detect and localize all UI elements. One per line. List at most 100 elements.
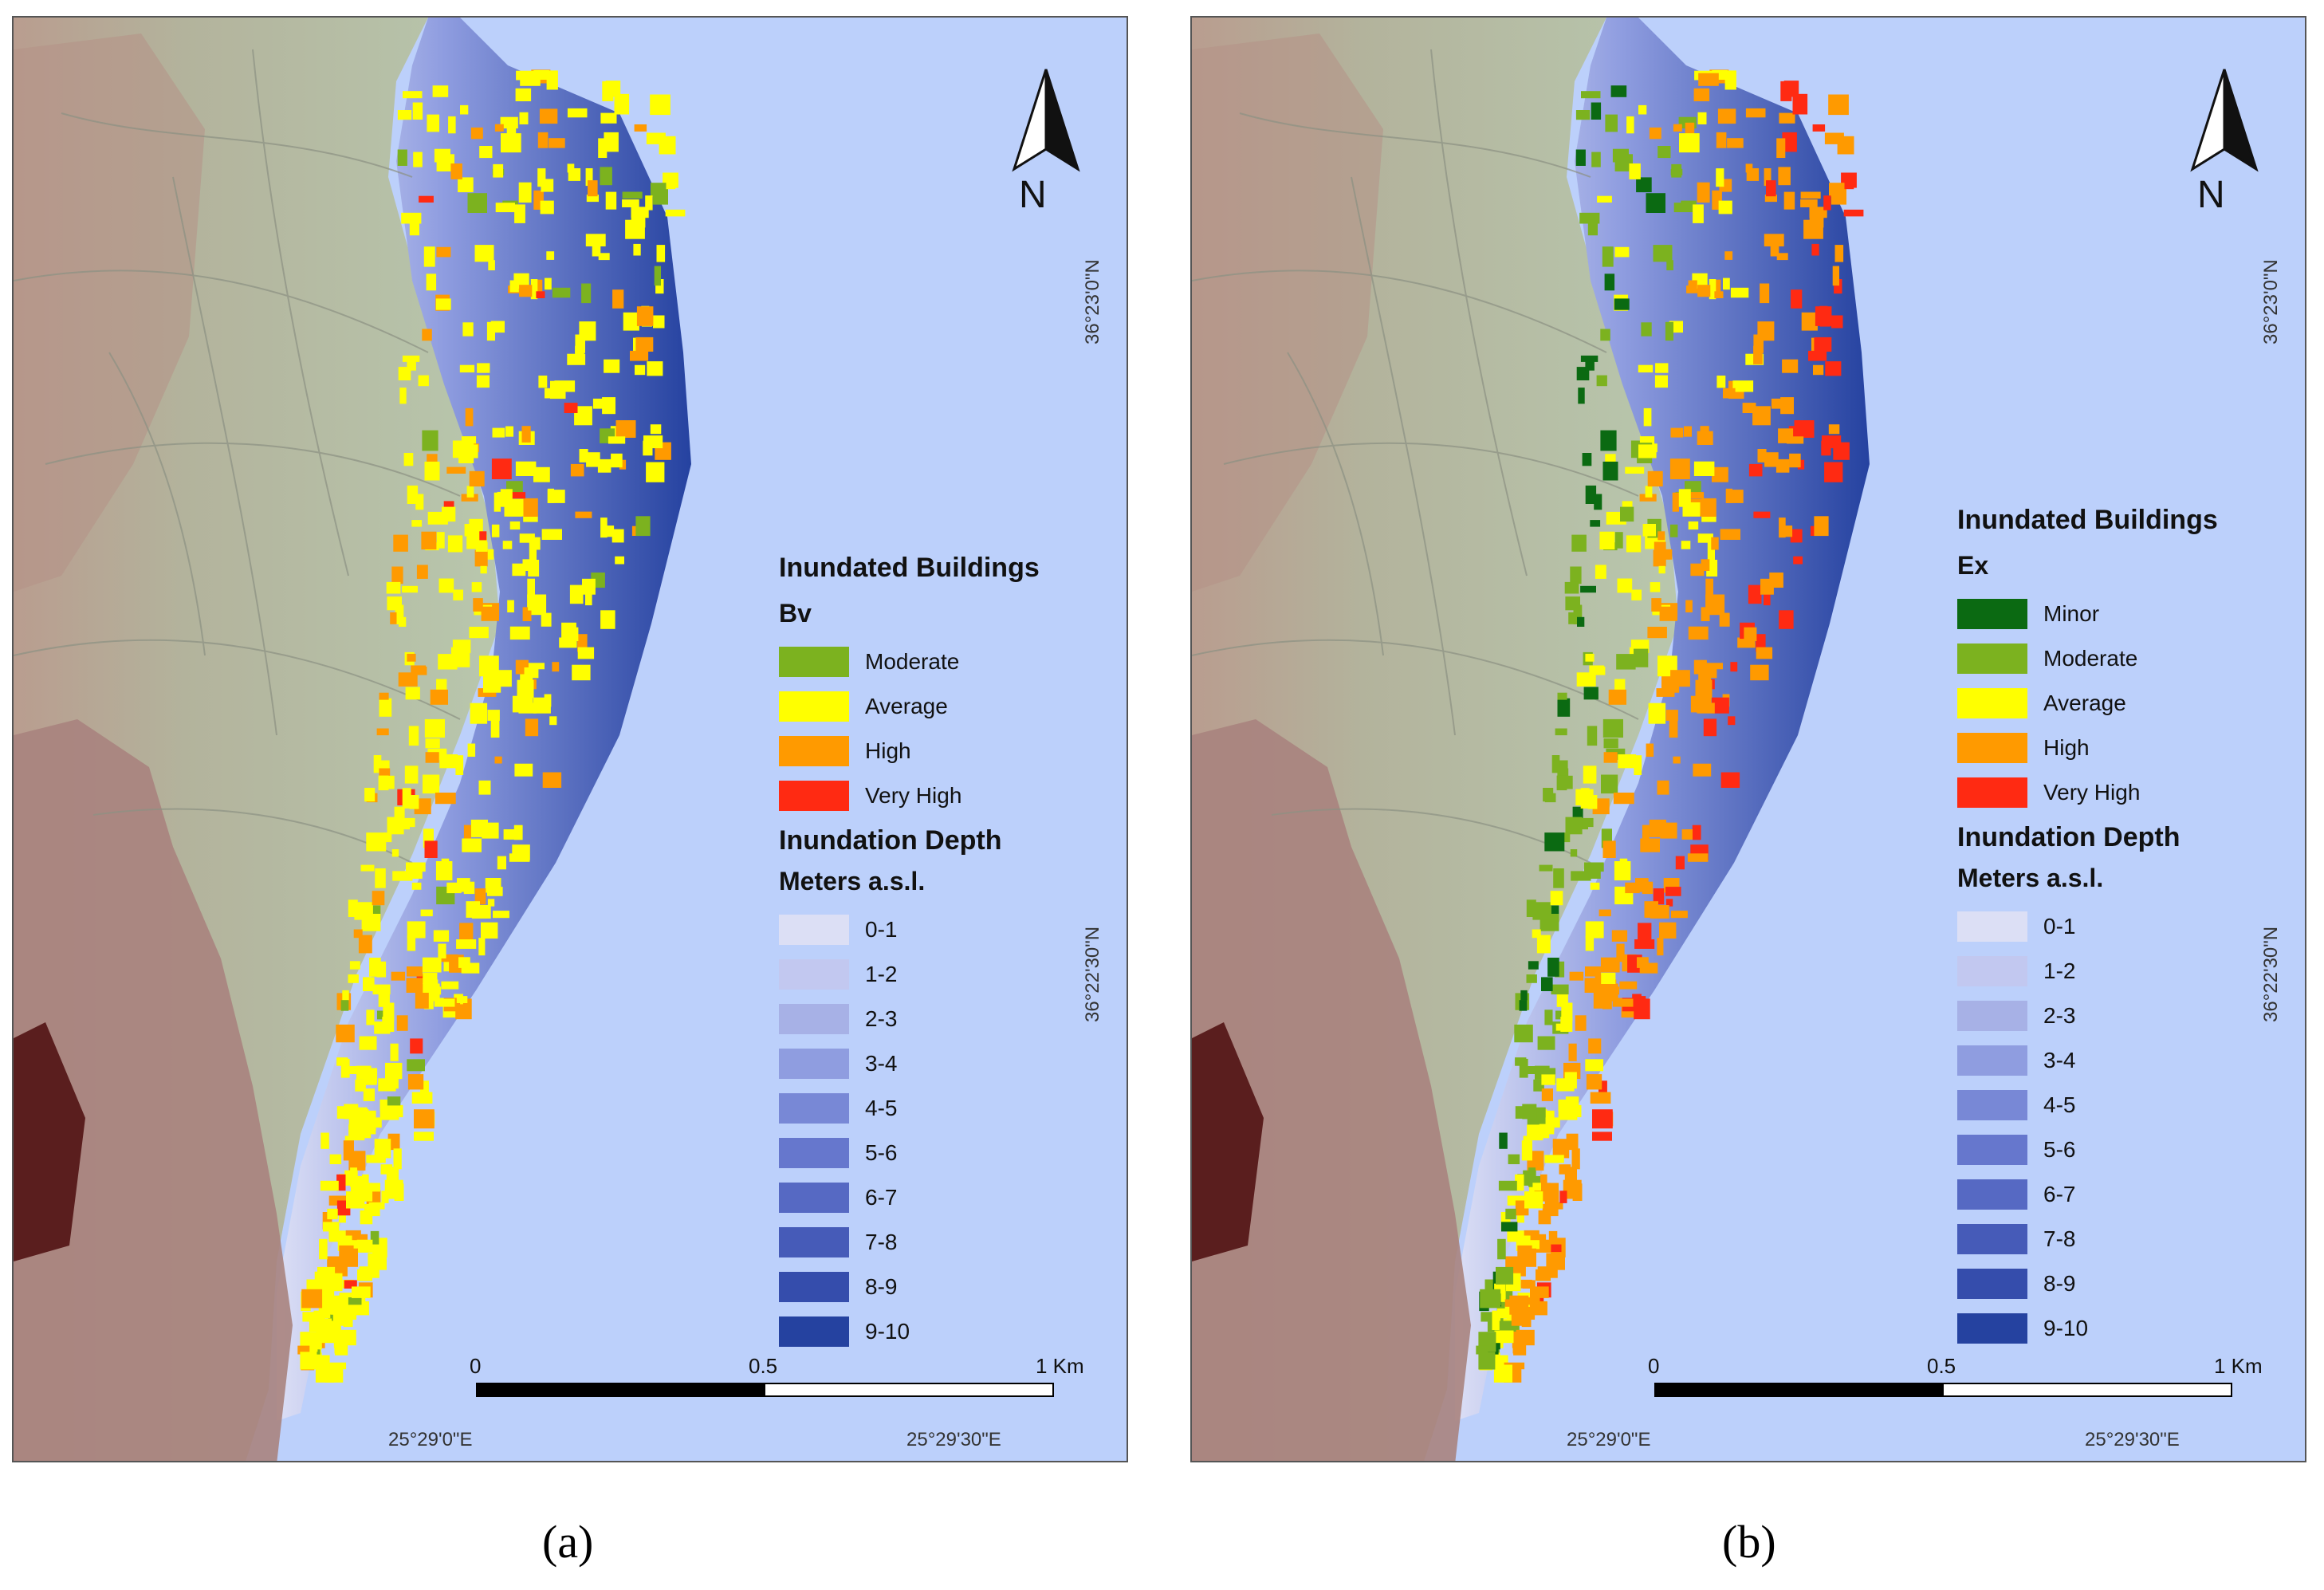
building-footprint <box>316 1330 336 1344</box>
building-footprint <box>1497 1308 1509 1319</box>
building-footprint <box>491 524 500 537</box>
building-footprint <box>455 648 470 667</box>
building-footprint <box>1723 388 1736 399</box>
building-footprint <box>1730 662 1738 672</box>
building-footprint <box>343 1314 353 1328</box>
building-footprint <box>1611 930 1628 942</box>
building-footprint <box>1794 420 1815 438</box>
building-footprint <box>492 670 512 687</box>
building-footprint <box>1593 993 1607 1009</box>
building-footprint <box>1537 1036 1555 1050</box>
building-footprint <box>1514 1024 1533 1043</box>
building-footprint <box>1610 85 1627 97</box>
building-footprint <box>1659 922 1677 939</box>
depth-class-label: 2-3 <box>2043 1003 2076 1028</box>
building-footprint <box>588 180 598 197</box>
building-footprint <box>1685 122 1695 142</box>
building-footprint <box>1673 756 1681 764</box>
building-footprint <box>1811 243 1819 256</box>
building-footprint <box>320 1180 339 1191</box>
building-footprint <box>1654 541 1666 552</box>
building-footprint <box>459 364 475 373</box>
building-footprint <box>515 461 537 476</box>
building-footprint <box>635 336 654 352</box>
building-footprint <box>1720 772 1740 788</box>
building-footprint <box>462 838 482 852</box>
legend-class-label: Minor <box>2043 601 2100 626</box>
building-footprint <box>405 687 420 700</box>
building-footprint <box>1618 754 1637 769</box>
building-footprint <box>1645 486 1653 498</box>
building-footprint <box>1583 687 1598 700</box>
building-footprint <box>338 1209 346 1223</box>
building-footprint <box>1564 581 1579 594</box>
building-footprint <box>319 1238 328 1260</box>
building-footprint <box>423 774 440 794</box>
building-footprint <box>1634 939 1655 949</box>
building-footprint <box>471 582 482 592</box>
building-footprint <box>1697 182 1710 203</box>
building-footprint <box>1601 972 1616 984</box>
building-footprint <box>1776 138 1786 158</box>
building-footprint <box>435 793 456 805</box>
building-footprint <box>655 279 664 294</box>
building-footprint <box>1658 565 1665 574</box>
building-footprint <box>1697 112 1707 124</box>
building-footprint <box>301 1289 323 1309</box>
building-footprint <box>1557 692 1567 700</box>
building-footprint <box>536 291 545 298</box>
building-footprint <box>370 1230 379 1250</box>
building-footprint <box>1598 1080 1607 1094</box>
building-footprint <box>1681 829 1693 840</box>
building-footprint <box>1634 648 1649 667</box>
depth-class-8: 8-9 <box>1957 1261 2292 1306</box>
building-footprint <box>524 667 539 679</box>
depth-class-swatch <box>1957 1090 2027 1120</box>
building-footprint <box>1776 253 1788 261</box>
building-footprint <box>1500 1212 1511 1230</box>
building-footprint <box>541 529 562 540</box>
depth-class-label: 3-4 <box>865 1051 898 1076</box>
building-footprint <box>1496 1266 1514 1285</box>
building-footprint <box>1642 825 1650 845</box>
building-footprint <box>456 996 468 1003</box>
building-footprint <box>350 1167 357 1187</box>
building-footprint <box>615 420 636 438</box>
building-footprint <box>1539 864 1553 872</box>
building-footprint <box>337 1329 356 1346</box>
building-footprint <box>1653 549 1666 567</box>
building-footprint <box>297 1345 310 1355</box>
building-footprint <box>1530 1286 1549 1298</box>
building-footprint <box>401 212 422 224</box>
building-footprint <box>575 334 585 353</box>
building-footprint <box>372 984 391 995</box>
building-footprint <box>423 246 435 267</box>
building-footprint <box>585 168 593 187</box>
building-footprint <box>1555 728 1567 736</box>
building-footprint <box>1814 336 1832 352</box>
building-footprint <box>1732 380 1754 392</box>
depth-class-swatch <box>779 1227 849 1257</box>
building-footprint <box>647 361 663 376</box>
building-footprint <box>436 532 445 549</box>
building-footprint <box>317 1266 336 1285</box>
building-footprint <box>473 598 483 612</box>
building-footprint <box>1692 825 1701 840</box>
building-footprint <box>447 535 463 553</box>
building-footprint <box>549 716 557 726</box>
building-footprint <box>604 132 619 152</box>
building-footprint <box>645 195 653 211</box>
legend-class-2: Average <box>1957 681 2292 726</box>
building-footprint <box>564 403 578 413</box>
building-footprint <box>1653 888 1665 905</box>
building-footprint <box>1580 788 1590 809</box>
building-footprint <box>1585 485 1597 504</box>
building-footprint <box>406 862 426 872</box>
depth-class-swatch <box>779 959 849 990</box>
building-footprint <box>547 490 565 503</box>
building-footprint <box>1642 524 1656 537</box>
building-footprint <box>653 315 665 329</box>
building-footprint <box>1571 534 1587 552</box>
building-footprint <box>1800 191 1821 199</box>
building-footprint <box>1625 466 1645 474</box>
